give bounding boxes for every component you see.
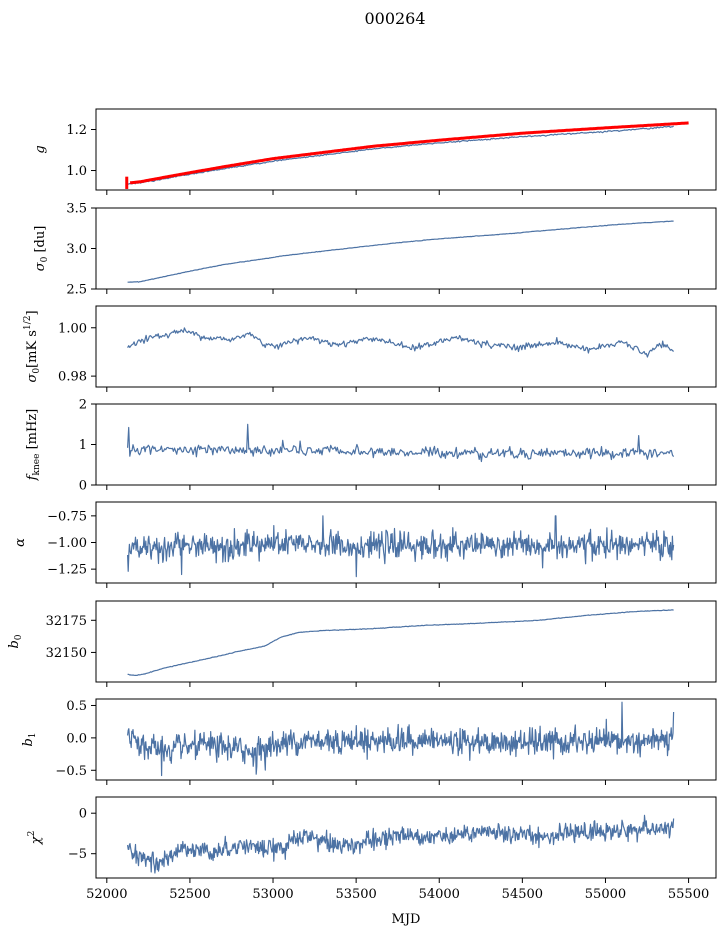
y-tick-label: 3.5 — [66, 202, 87, 217]
y-tick-label: 0.0 — [66, 731, 87, 746]
axes-frame — [95, 600, 717, 683]
y-axis-label: fknee [mHz] — [25, 409, 42, 482]
series-line-sigma0_mK — [127, 327, 675, 358]
series-line-g_reference — [129, 121, 689, 185]
x-tick-label: 53500 — [335, 887, 376, 902]
panel-alpha: −1.25 −1.00 −0.75 α — [13, 501, 717, 588]
y-axis-label: σ0[mK s1/2] — [23, 310, 42, 382]
y-tick-label: 1.2 — [66, 123, 87, 138]
panels: 1.0 1.2 g 2.5 3.0 3.5 σ0 [du] 0.98 1.00 σ0[mK s1/… — [7, 108, 717, 902]
axes-frame — [95, 108, 717, 191]
y-tick-label: 2.5 — [66, 283, 87, 298]
series-line-chi2 — [127, 814, 675, 874]
panel-b1: −0.5 0.0 0.5 b1 — [21, 698, 717, 785]
y-tick-label: −0.75 — [47, 509, 87, 524]
x-tick-label: 55500 — [668, 887, 709, 902]
series-line-fknee — [127, 423, 675, 463]
panel-b0: 32150 32175 b0 — [7, 600, 717, 687]
axes-frame — [95, 796, 717, 879]
panel-chi2: −5 0 52000 52500 53000 53500 54000 54500 55000 55… — [27, 796, 717, 902]
figure-title: 000264 — [364, 9, 425, 28]
panel-fknee: 0 1 2 fknee [mHz] — [25, 398, 717, 494]
axes-frame — [95, 305, 717, 388]
series-line-b0 — [127, 609, 674, 677]
y-axis-label: b1 — [21, 732, 38, 746]
y-tick-label: −1.00 — [47, 536, 87, 551]
y-tick-label: −0.5 — [55, 764, 87, 779]
series-line-sigma0_du — [127, 220, 674, 283]
y-tick-label: 1.0 — [66, 164, 87, 179]
series-line-b1 — [127, 701, 675, 777]
y-tick-label: 32175 — [46, 614, 87, 629]
x-tick-label: 52500 — [169, 887, 210, 902]
y-axis-label: b0 — [7, 634, 24, 648]
y-tick-label: −5 — [68, 847, 87, 862]
y-tick-label: 0.5 — [66, 699, 87, 714]
axes-frame — [95, 207, 717, 290]
panel-sigma0_mK: 0.98 1.00 σ0[mK s1/2] — [23, 305, 717, 392]
y-tick-label: 1 — [79, 438, 87, 453]
panel-sigma0_du: 2.5 3.0 3.5 σ0 [du] — [33, 202, 717, 298]
y-tick-label: 0 — [79, 479, 87, 494]
y-axis-label: α — [13, 538, 28, 547]
y-axis-label: σ0 [du] — [33, 226, 50, 272]
x-tick-label: 54000 — [419, 887, 460, 902]
x-tick-label: 54500 — [502, 887, 543, 902]
panel-gain: 1.0 1.2 g — [33, 108, 717, 195]
y-tick-label: −1.25 — [47, 563, 87, 578]
x-tick-label: 55000 — [585, 887, 626, 902]
series-line-alpha — [127, 515, 675, 578]
y-tick-label: 3.0 — [66, 242, 87, 257]
y-tick-label: 2 — [79, 398, 87, 413]
x-axis-label: MJD — [392, 912, 421, 927]
series-line-g — [127, 125, 674, 185]
y-axis-label: g — [33, 145, 48, 153]
y-tick-label: 1.00 — [58, 321, 87, 336]
axes-frame — [95, 403, 717, 486]
y-tick-label: 0.98 — [58, 370, 87, 385]
y-axis-label: χ2 — [27, 831, 44, 846]
y-tick-label: 32150 — [46, 646, 87, 661]
y-tick-label: 0 — [79, 807, 87, 822]
axes-frame — [95, 698, 717, 781]
x-tick-label: 53000 — [252, 887, 293, 902]
x-tick-label: 52000 — [86, 887, 127, 902]
